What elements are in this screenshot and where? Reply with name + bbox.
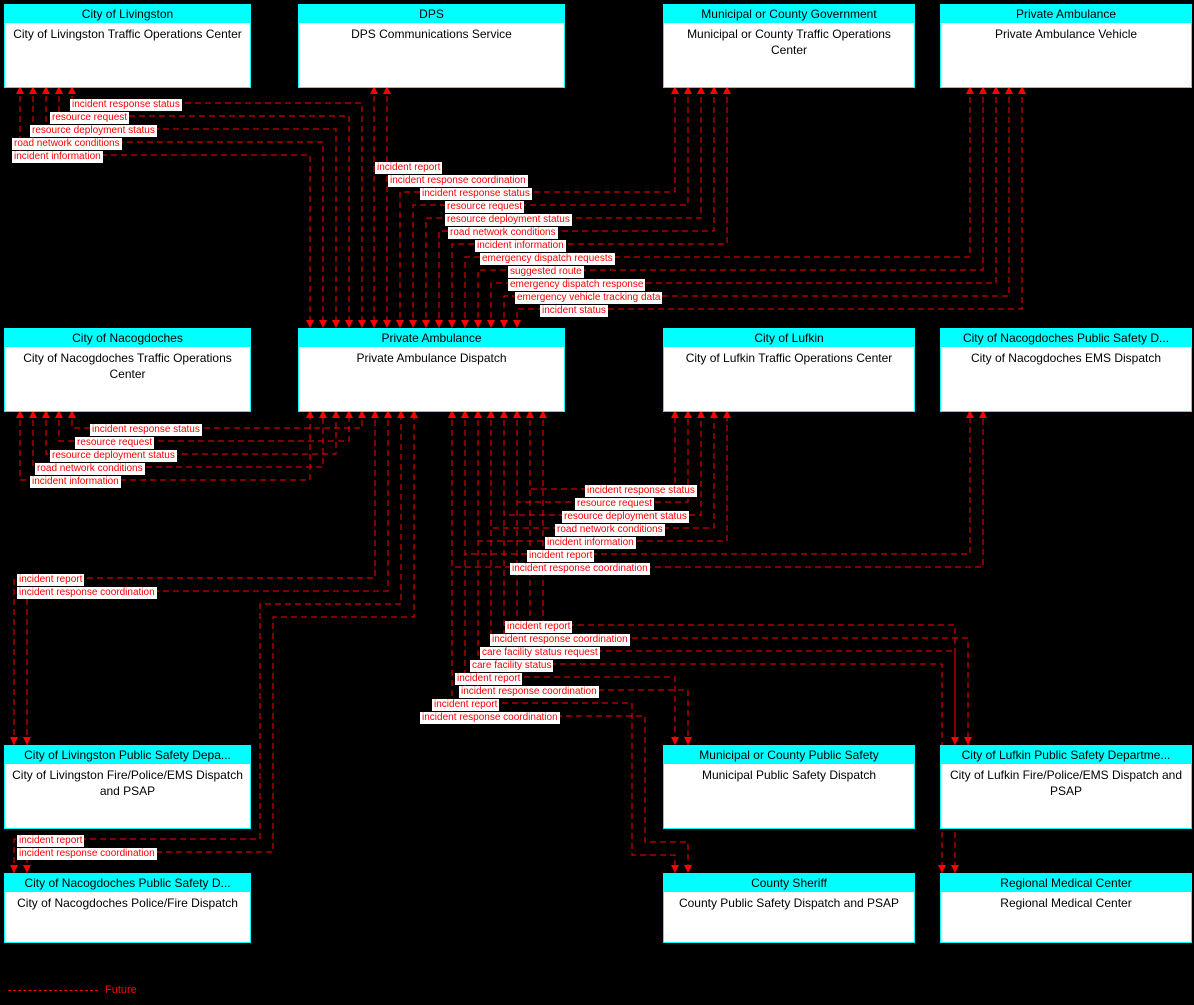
node-lufkin-toc[interactable]: City of LufkinCity of Lufkin Traffic Ope… — [663, 328, 915, 412]
flow-label: resource deployment status — [445, 214, 572, 226]
legend-line — [8, 990, 98, 991]
flow-label: road network conditions — [448, 227, 558, 239]
flow-label: road network conditions — [12, 138, 122, 150]
flow-label: resource request — [445, 201, 524, 213]
node-livingston-toc[interactable]: City of LivingstonCity of Livingston Tra… — [4, 4, 251, 88]
node-header: County Sheriff — [664, 874, 914, 892]
flow-label: incident information — [12, 151, 103, 163]
flow-label: incident information — [545, 537, 636, 549]
node-header: City of Lufkin Public Safety Departme... — [941, 746, 1191, 764]
flow-label: incident report — [527, 550, 594, 562]
flow-label: incident report — [17, 835, 84, 847]
flow-label: resource request — [75, 437, 154, 449]
flow-label: resource request — [575, 498, 654, 510]
node-body: County Public Safety Dispatch and PSAP — [664, 892, 914, 916]
flow-label: incident response status — [585, 485, 697, 497]
node-header: Private Ambulance — [299, 329, 564, 347]
node-header: Municipal or County Government — [664, 5, 914, 23]
flow-label: emergency vehicle tracking data — [515, 292, 662, 304]
flow-label: incident response coordination — [17, 848, 157, 860]
flow-label: care facility status — [470, 660, 553, 672]
flow-label: resource deployment status — [50, 450, 177, 462]
node-header: City of Livingston Public Safety Depa... — [5, 746, 250, 764]
flow-label: incident response coordination — [490, 634, 630, 646]
flow-label: incident response coordination — [459, 686, 599, 698]
node-nacog-ems[interactable]: City of Nacogdoches Public Safety D...Ci… — [940, 328, 1192, 412]
flow-label: incident response coordination — [510, 563, 650, 575]
flow-label: incident report — [375, 162, 442, 174]
flow-label: incident response status — [70, 99, 182, 111]
node-body: DPS Communications Service — [299, 23, 564, 47]
flow-label: incident information — [30, 476, 121, 488]
node-sheriff[interactable]: County SheriffCounty Public Safety Dispa… — [663, 873, 915, 943]
flow-label: emergency dispatch requests — [480, 253, 615, 265]
flow-label: incident report — [505, 621, 572, 633]
flow-label: incident report — [455, 673, 522, 685]
node-body: City of Lufkin Traffic Operations Center — [664, 347, 914, 371]
node-header: City of Nacogdoches — [5, 329, 250, 347]
legend-text: Future — [105, 984, 137, 996]
node-livingston-psap[interactable]: City of Livingston Public Safety Depa...… — [4, 745, 251, 829]
flow-label: incident information — [475, 240, 566, 252]
node-body: City of Nacogdoches Police/Fire Dispatch — [5, 892, 250, 916]
node-body: Regional Medical Center — [941, 892, 1191, 916]
flow-label: incident response coordination — [17, 587, 157, 599]
node-body: City of Lufkin Fire/Police/EMS Dispatch … — [941, 764, 1191, 803]
flow-label: incident response status — [90, 424, 202, 436]
node-muni-ps[interactable]: Municipal or County Public SafetyMunicip… — [663, 745, 915, 829]
flow-label: incident report — [17, 574, 84, 586]
node-nacog-toc[interactable]: City of NacogdochesCity of Nacogdoches T… — [4, 328, 251, 412]
node-header: Regional Medical Center — [941, 874, 1191, 892]
flow-label: incident report — [432, 699, 499, 711]
node-dps[interactable]: DPSDPS Communications Service — [298, 4, 565, 88]
flow-label: incident status — [540, 305, 608, 317]
node-header: Private Ambulance — [941, 5, 1191, 23]
node-body: Private Ambulance Dispatch — [299, 347, 564, 371]
node-body: Municipal or County Traffic Operations C… — [664, 23, 914, 62]
node-body: City of Livingston Traffic Operations Ce… — [5, 23, 250, 47]
node-rmc[interactable]: Regional Medical CenterRegional Medical … — [940, 873, 1192, 943]
node-priv-amb-disp[interactable]: Private AmbulancePrivate Ambulance Dispa… — [298, 328, 565, 412]
node-priv-amb-veh[interactable]: Private AmbulancePrivate Ambulance Vehic… — [940, 4, 1192, 88]
node-header: DPS — [299, 5, 564, 23]
node-body: Private Ambulance Vehicle — [941, 23, 1191, 47]
flow-label: road network conditions — [555, 524, 665, 536]
flow-label: suggested route — [508, 266, 584, 278]
node-body: City of Livingston Fire/Police/EMS Dispa… — [5, 764, 250, 803]
flow-label: incident response coordination — [388, 175, 528, 187]
node-header: City of Nacogdoches Public Safety D... — [5, 874, 250, 892]
node-body: City of Nacogdoches Traffic Operations C… — [5, 347, 250, 386]
flow-label: resource request — [50, 112, 129, 124]
node-header: City of Lufkin — [664, 329, 914, 347]
node-lufkin-psap[interactable]: City of Lufkin Public Safety Departme...… — [940, 745, 1192, 829]
node-body: Municipal Public Safety Dispatch — [664, 764, 914, 788]
flow-label: incident response status — [420, 188, 532, 200]
flow-label: resource deployment status — [562, 511, 689, 523]
node-header: City of Nacogdoches Public Safety D... — [941, 329, 1191, 347]
node-header: Municipal or County Public Safety — [664, 746, 914, 764]
node-muni-gov[interactable]: Municipal or County GovernmentMunicipal … — [663, 4, 915, 88]
node-body: City of Nacogdoches EMS Dispatch — [941, 347, 1191, 371]
flow-label: road network conditions — [35, 463, 145, 475]
flow-label: incident response coordination — [420, 712, 560, 724]
flow-label: emergency dispatch response — [508, 279, 645, 291]
node-nacog-pf[interactable]: City of Nacogdoches Public Safety D...Ci… — [4, 873, 251, 943]
flow-label: care facility status request — [480, 647, 600, 659]
flow-label: resource deployment status — [30, 125, 157, 137]
node-header: City of Livingston — [5, 5, 250, 23]
